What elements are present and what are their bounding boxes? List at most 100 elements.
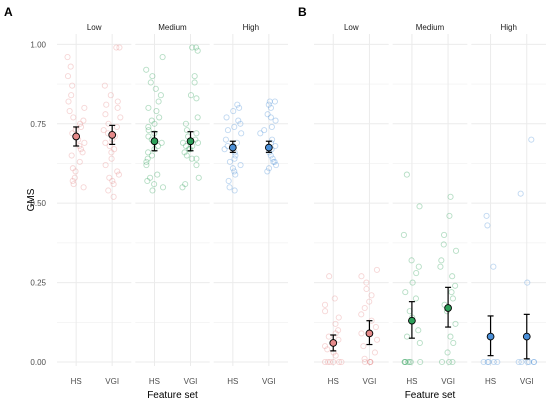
data-point	[363, 285, 370, 292]
data-point	[223, 114, 230, 121]
data-point	[80, 117, 87, 124]
data-point	[517, 190, 524, 197]
x-tick-label: HS	[328, 377, 339, 386]
data-point	[440, 241, 447, 248]
x-tick-label: VGI	[105, 377, 119, 386]
panel-a: A 0.00 0.25 0.50 0.75 1.00 GMS Low HS VGI Medium HS…	[4, 5, 288, 401]
data-point	[72, 168, 79, 175]
data-point	[113, 123, 120, 130]
data-point	[224, 127, 231, 134]
x-tick-label: HS	[485, 377, 496, 386]
data-point	[156, 114, 163, 121]
data-point	[401, 358, 408, 366]
data-point	[179, 139, 187, 146]
data-point	[193, 44, 200, 51]
data-point	[490, 263, 497, 270]
data-point	[195, 174, 202, 181]
data-point	[226, 158, 233, 165]
data-point	[332, 330, 339, 337]
data-point	[327, 358, 334, 366]
data-point	[231, 155, 238, 162]
data-point	[116, 44, 123, 51]
data-point	[335, 327, 342, 334]
data-point	[181, 149, 188, 156]
data-point	[265, 165, 273, 172]
facet-label: High	[500, 23, 516, 32]
data-point	[159, 184, 167, 191]
x-axis-title: Feature set	[405, 390, 456, 401]
data-point	[269, 155, 276, 162]
data-point	[111, 146, 118, 153]
data-point	[416, 203, 423, 210]
data-point	[438, 257, 445, 264]
data-point	[237, 162, 244, 169]
mean-point	[150, 137, 159, 146]
data-point	[79, 149, 86, 156]
data-point	[76, 158, 83, 165]
data-point	[233, 139, 240, 146]
data-point	[332, 352, 339, 359]
data-point	[367, 358, 374, 366]
data-point	[71, 174, 78, 181]
data-point	[361, 304, 368, 312]
data-point	[322, 343, 329, 350]
data-point	[145, 133, 152, 140]
data-point	[157, 92, 164, 99]
data-point	[80, 184, 87, 191]
data-point	[402, 289, 409, 296]
data-point	[77, 123, 85, 130]
data-point	[69, 165, 76, 172]
y-axis-title: GMS	[26, 188, 37, 211]
data-point	[235, 117, 242, 124]
data-point	[152, 85, 159, 92]
data-point	[221, 146, 228, 153]
data-point	[265, 101, 272, 108]
data-point	[114, 168, 121, 175]
data-point	[415, 327, 422, 334]
data-point	[515, 358, 522, 366]
data-point	[108, 149, 115, 156]
data-point	[143, 162, 150, 169]
data-point	[400, 231, 407, 238]
data-point	[193, 162, 200, 169]
data-point	[363, 279, 370, 286]
data-point	[490, 358, 497, 366]
data-point	[189, 44, 196, 51]
data-point	[441, 231, 448, 238]
data-point	[102, 111, 109, 118]
mean-point	[444, 304, 452, 312]
data-point	[324, 346, 331, 353]
data-point	[154, 171, 161, 178]
panel-label: A	[4, 5, 13, 19]
data-point	[68, 152, 75, 159]
data-point	[450, 339, 457, 346]
data-point	[182, 120, 189, 127]
data-point	[446, 358, 453, 366]
data-point	[225, 177, 232, 184]
data-point	[261, 127, 268, 134]
data-point	[231, 168, 238, 175]
data-point	[257, 130, 264, 137]
data-point	[267, 104, 274, 111]
data-point	[269, 136, 276, 143]
data-point	[67, 63, 74, 70]
facet-label: Medium	[158, 23, 187, 32]
data-point	[226, 184, 233, 191]
data-point	[70, 181, 77, 188]
data-point	[106, 174, 113, 181]
data-point	[531, 358, 538, 366]
data-point	[151, 120, 158, 127]
data-point	[155, 142, 162, 150]
data-point	[448, 289, 455, 296]
data-point	[358, 311, 365, 318]
data-point	[335, 336, 342, 343]
data-point	[444, 349, 451, 356]
data-point	[368, 292, 375, 299]
data-point	[485, 358, 492, 366]
panel-label: B	[298, 5, 307, 19]
data-point	[77, 146, 84, 153]
mean-point	[329, 339, 338, 347]
data-point	[105, 120, 112, 127]
data-point	[412, 295, 419, 302]
data-point	[191, 79, 198, 86]
